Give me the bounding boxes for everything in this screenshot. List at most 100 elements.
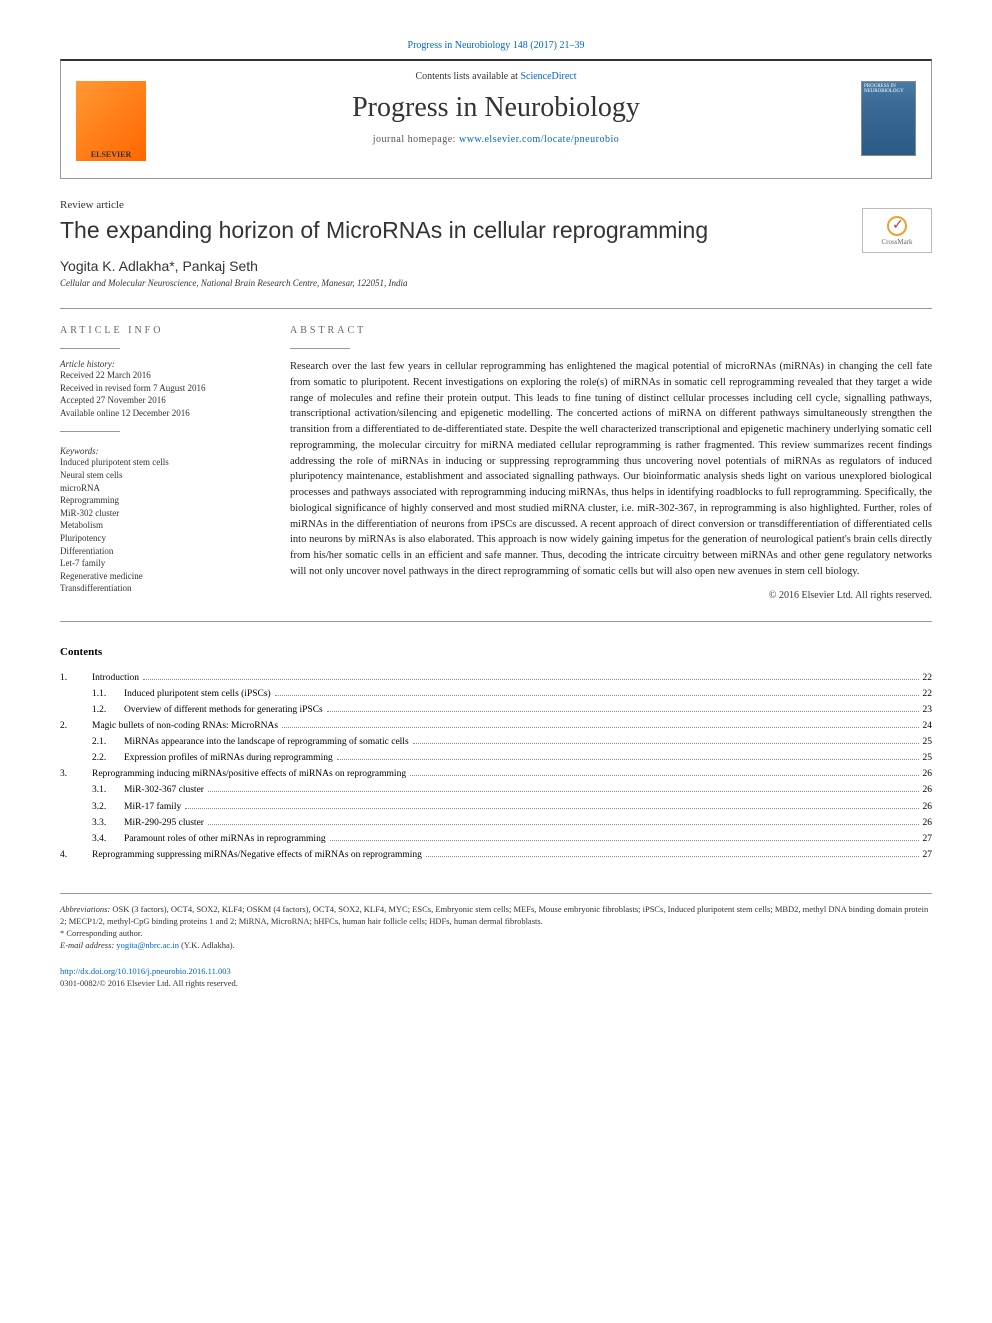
crossmark-badge[interactable]: CrossMark: [862, 208, 932, 253]
toc-page: 23: [923, 702, 933, 718]
article-info-col: ARTICLE INFO Article history: Received 2…: [60, 325, 260, 601]
toc-row: 4.Reprogramming suppressing miRNAs/Negat…: [60, 847, 932, 863]
toc-page: 26: [923, 815, 933, 831]
toc-number: 1.1.: [60, 686, 124, 702]
email-link[interactable]: yogita@nbrc.ac.in: [116, 940, 179, 950]
history-item: Available online 12 December 2016: [60, 407, 260, 420]
toc-row: 1.Introduction 22: [60, 670, 932, 686]
toc-number: 1.2.: [60, 702, 124, 718]
abstract-copyright: © 2016 Elsevier Ltd. All rights reserved…: [290, 590, 932, 601]
toc-row: 1.2.Overview of different methods for ge…: [60, 702, 932, 718]
toc-number: 1.: [60, 670, 92, 686]
issn-line: 0301-0082/© 2016 Elsevier Ltd. All right…: [60, 978, 238, 988]
abstract-col: ABSTRACT Research over the last few year…: [290, 325, 932, 601]
email-suffix: (Y.K. Adlakha).: [179, 940, 235, 950]
toc-dots: [337, 759, 919, 760]
toc-page: 27: [923, 831, 933, 847]
toc-page: 26: [923, 766, 933, 782]
keyword-item: Let-7 family: [60, 557, 260, 570]
elsevier-logo: ELSEVIER: [76, 81, 146, 161]
toc-title: Reprogramming suppressing miRNAs/Negativ…: [92, 847, 422, 863]
toc-number: 3.: [60, 766, 92, 782]
toc-dots: [208, 791, 919, 792]
toc-number: 3.3.: [60, 815, 124, 831]
toc-page: 27: [923, 847, 933, 863]
journal-name: Progress in Neurobiology: [81, 92, 911, 124]
toc-number: 3.2.: [60, 799, 124, 815]
keyword-item: Induced pluripotent stem cells: [60, 456, 260, 469]
keyword-item: MiR-302 cluster: [60, 507, 260, 520]
toc-title: Reprogramming inducing miRNAs/positive e…: [92, 766, 406, 782]
toc-row: 3.3.MiR-290-295 cluster 26: [60, 815, 932, 831]
toc-dots: [185, 808, 918, 809]
abstract-divider: [290, 348, 350, 349]
toc-dots: [282, 727, 918, 728]
toc-dots: [327, 711, 919, 712]
email-line: E-mail address: yogita@nbrc.ac.in (Y.K. …: [60, 940, 932, 952]
toc-row: 3.2.MiR-17 family 26: [60, 799, 932, 815]
article-history-label: Article history:: [60, 359, 260, 369]
footer: Abbreviations: OSK (3 factors), OCT4, SO…: [60, 893, 932, 989]
journal-header: ELSEVIER PROGRESS IN NEUROBIOLOGY Conten…: [60, 59, 932, 179]
contents-header: Contents: [60, 646, 932, 658]
sciencedirect-link[interactable]: ScienceDirect: [520, 71, 576, 82]
keyword-item: Metabolism: [60, 519, 260, 532]
abbrev-label: Abbreviations:: [60, 904, 110, 914]
authors: Yogita K. Adlakha*, Pankaj Seth: [60, 258, 932, 274]
divider-2: [60, 621, 932, 622]
history-item: Accepted 27 November 2016: [60, 394, 260, 407]
toc-title: MiR-17 family: [124, 799, 181, 815]
article-title: The expanding horizon of MicroRNAs in ce…: [60, 217, 932, 244]
homepage-link[interactable]: www.elsevier.com/locate/pneurobio: [459, 134, 619, 145]
article-type: Review article: [60, 199, 932, 211]
keyword-item: microRNA: [60, 482, 260, 495]
email-label: E-mail address:: [60, 940, 116, 950]
keyword-item: Neural stem cells: [60, 469, 260, 482]
keyword-item: Regenerative medicine: [60, 570, 260, 583]
top-citation-link[interactable]: Progress in Neurobiology 148 (2017) 21–3…: [408, 40, 585, 51]
toc-title: MiRNAs appearance into the landscape of …: [124, 734, 409, 750]
homepage-line: journal homepage: www.elsevier.com/locat…: [81, 134, 911, 145]
toc-title: Overview of different methods for genera…: [124, 702, 323, 718]
contents-available-text: Contents lists available at: [415, 71, 520, 82]
keywords-divider: [60, 431, 120, 432]
toc-row: 3.Reprogramming inducing miRNAs/positive…: [60, 766, 932, 782]
toc-page: 22: [923, 686, 933, 702]
toc-number: 2.: [60, 718, 92, 734]
footer-bottom: http://dx.doi.org/10.1016/j.pneurobio.20…: [60, 966, 932, 990]
history-item: Received in revised form 7 August 2016: [60, 382, 260, 395]
toc-row: 3.1.MiR-302-367 cluster 26: [60, 782, 932, 798]
keywords-label: Keywords:: [60, 446, 260, 456]
toc-title: MiR-290-295 cluster: [124, 815, 204, 831]
toc-dots: [143, 679, 919, 680]
keyword-item: Differentiation: [60, 545, 260, 558]
toc-page: 25: [923, 734, 933, 750]
toc-number: 2.1.: [60, 734, 124, 750]
toc-dots: [426, 856, 919, 857]
article-history-list: Received 22 March 2016Received in revise…: [60, 369, 260, 419]
toc-page: 22: [923, 670, 933, 686]
toc-row: 3.4.Paramount roles of other miRNAs in r…: [60, 831, 932, 847]
toc-number: 3.4.: [60, 831, 124, 847]
toc-title: Introduction: [92, 670, 139, 686]
article-info-label: ARTICLE INFO: [60, 325, 260, 336]
keyword-item: Reprogramming: [60, 494, 260, 507]
keyword-item: Pluripotency: [60, 532, 260, 545]
crossmark-label: CrossMark: [881, 238, 912, 246]
info-divider: [60, 348, 120, 349]
toc-dots: [413, 743, 919, 744]
toc-number: 2.2.: [60, 750, 124, 766]
history-item: Received 22 March 2016: [60, 369, 260, 382]
keyword-item: Transdifferentiation: [60, 582, 260, 595]
affiliation: Cellular and Molecular Neuroscience, Nat…: [60, 278, 932, 288]
corresponding-author: * Corresponding author.: [60, 928, 932, 940]
toc-number: 4.: [60, 847, 92, 863]
toc-page: 25: [923, 750, 933, 766]
toc-page: 24: [923, 718, 933, 734]
toc-title: Induced pluripotent stem cells (iPSCs): [124, 686, 271, 702]
doi-link[interactable]: http://dx.doi.org/10.1016/j.pneurobio.20…: [60, 966, 231, 976]
toc-dots: [208, 824, 919, 825]
toc-number: 3.1.: [60, 782, 124, 798]
abbrev-text: OSK (3 factors), OCT4, SOX2, KLF4; OSKM …: [60, 904, 928, 926]
crossmark-icon: [887, 216, 907, 236]
